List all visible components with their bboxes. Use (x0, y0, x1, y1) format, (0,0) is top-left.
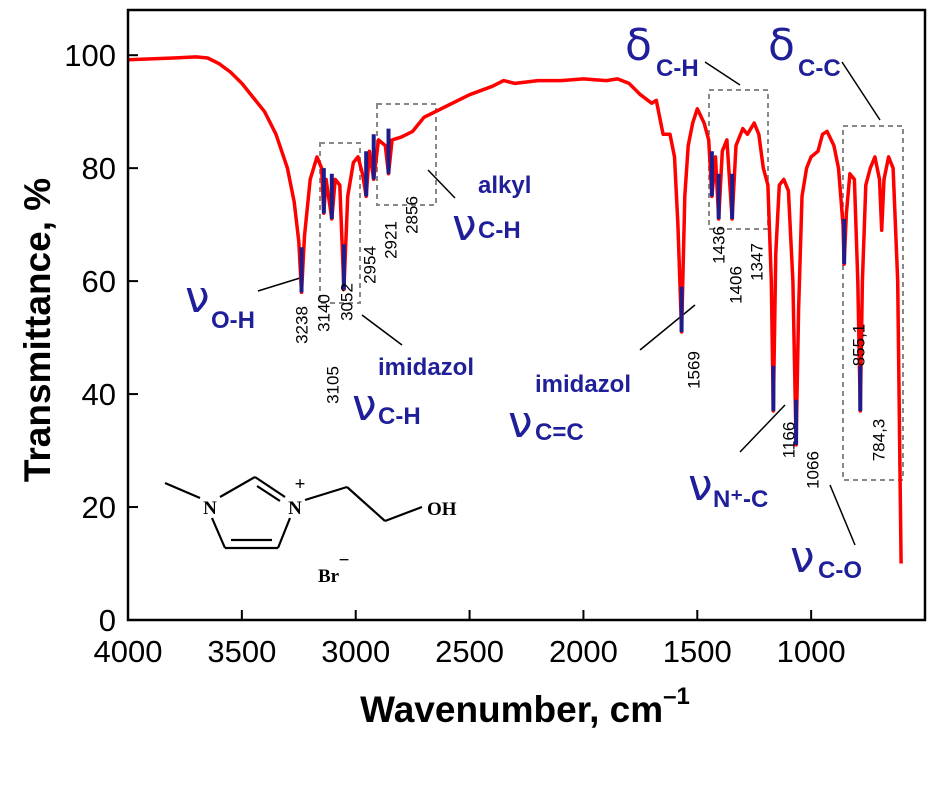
charge: − (339, 550, 350, 571)
box (376, 103, 437, 206)
peak-label: 2954 (360, 246, 379, 284)
x-axis-title-sup: –1 (663, 683, 690, 710)
leader (361, 314, 403, 346)
y-tick-label: 100 (64, 38, 116, 73)
peak-label: 784,3 (869, 419, 888, 462)
band-subscript: C-O (818, 557, 862, 584)
band-superscript: alkyl (478, 172, 531, 199)
leader (739, 404, 786, 453)
x-tick-label: 2000 (549, 634, 618, 669)
box (319, 142, 361, 304)
atom: N (203, 498, 217, 519)
band-symbol: ν (508, 397, 533, 448)
atom: N (288, 498, 302, 519)
peak-label: 3238 (292, 306, 311, 344)
x-tick-label: 2500 (435, 634, 504, 669)
x-tick-label: 1500 (663, 634, 732, 669)
band-superscript: imidazol (535, 371, 631, 398)
leader (639, 304, 696, 351)
band-subscript: C=C (535, 419, 584, 446)
y-tick-label: 0 (99, 603, 116, 638)
peak-label: 1066 (803, 451, 822, 489)
y-tick-label: 80 (82, 151, 116, 186)
band-superscript: imidazol (378, 354, 474, 381)
peak-label: 2921 (381, 221, 400, 259)
band-symbol: ν (790, 532, 815, 583)
band-symbol: ν (352, 380, 377, 431)
band-subscript: C-C (798, 55, 841, 82)
leader (427, 169, 456, 199)
band-symbol: ν (185, 272, 210, 323)
structure (164, 476, 423, 550)
band-symbol: ν (688, 460, 713, 511)
plot-frame (126, 8, 927, 622)
peak-label: 855,1 (849, 324, 868, 367)
peak-label: 1569 (684, 351, 703, 389)
y-tick-label: 40 (82, 377, 116, 412)
atom: OH (427, 499, 457, 520)
peak-label: 1166 (779, 422, 798, 459)
band-subscript: C-H (478, 217, 521, 244)
band-subscript: N⁺-C (713, 486, 768, 513)
charge: + (295, 474, 306, 495)
x-axis-title: Wavenumber, cm–1 (360, 683, 690, 730)
peak-label: 3052 (337, 283, 356, 321)
x-tick-label: 4000 (94, 634, 163, 669)
leader (829, 484, 856, 546)
x-tick-label: 3000 (321, 634, 390, 669)
leader (841, 61, 881, 121)
peak-label: 2856 (402, 196, 421, 234)
band-symbol: ν (452, 200, 477, 251)
x-tick-label: 3500 (207, 634, 276, 669)
band-subscript: O-H (211, 307, 255, 334)
band-subscript: C-H (378, 403, 421, 430)
band-symbol: δ (768, 20, 795, 71)
x-axis-title-text: Wavenumber, cm (360, 689, 663, 730)
y-axis-title: Transmittance, % (17, 178, 58, 482)
leader-lines (257, 61, 881, 546)
y-tick-label: 20 (82, 490, 116, 525)
y-tick-label: 60 (82, 264, 116, 299)
peak-label: 3140 (314, 294, 333, 332)
x-tick-label: 1000 (777, 634, 846, 669)
band-symbol: δ (625, 20, 652, 71)
peak-label: 1347 (747, 243, 766, 281)
leader (704, 61, 741, 86)
leader (257, 277, 301, 292)
box (842, 125, 904, 481)
atom: Br (318, 566, 340, 587)
band-subscript: C-H (656, 55, 699, 82)
peak-label: 1436 (709, 226, 728, 264)
peak-label: 3105 (323, 366, 342, 404)
peak-label: 1406 (726, 266, 745, 304)
